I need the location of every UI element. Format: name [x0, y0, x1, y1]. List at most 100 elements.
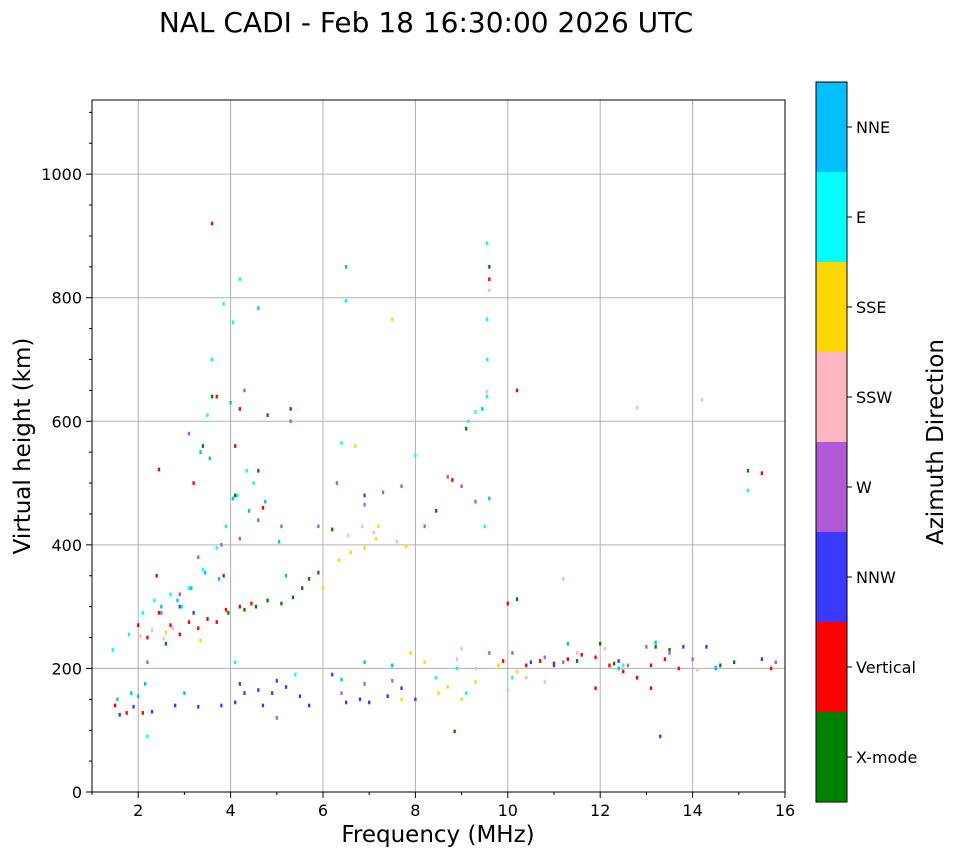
data-point	[562, 660, 565, 665]
data-point	[252, 481, 255, 485]
data-point	[250, 601, 253, 606]
data-point	[344, 264, 348, 269]
data-point	[453, 729, 456, 734]
data-point	[566, 641, 570, 646]
data-point	[231, 496, 235, 501]
series-vertical	[113, 221, 773, 715]
data-point	[238, 536, 241, 541]
data-point	[192, 481, 195, 485]
data-point	[199, 638, 202, 643]
data-point	[243, 388, 246, 393]
data-point	[488, 277, 491, 282]
data-point	[289, 407, 292, 411]
data-point	[497, 663, 500, 668]
data-point	[137, 623, 140, 628]
data-point	[277, 539, 281, 544]
data-point	[719, 663, 722, 668]
data-point	[257, 468, 260, 473]
data-point	[344, 700, 348, 705]
data-point	[146, 635, 149, 640]
data-point	[474, 666, 477, 671]
data-point	[192, 610, 195, 615]
data-point	[127, 632, 131, 637]
data-point	[636, 405, 639, 410]
data-point	[414, 697, 417, 702]
series-x-mode	[164, 264, 750, 734]
data-point	[236, 493, 239, 498]
data-point	[769, 666, 773, 671]
colorbar-frame	[815, 81, 848, 803]
data-point	[347, 533, 350, 538]
data-point	[349, 550, 352, 555]
data-point	[488, 288, 491, 293]
data-point	[231, 320, 235, 325]
data-point	[187, 620, 191, 624]
data-point	[400, 686, 403, 691]
x-axis-label: Frequency (MHz)	[341, 822, 534, 848]
data-point	[511, 651, 514, 655]
y-tick-label: 1000	[41, 165, 82, 184]
data-point	[204, 570, 207, 575]
data-point	[682, 644, 685, 649]
data-point	[506, 601, 509, 606]
data-point	[668, 651, 671, 655]
data-point	[455, 657, 459, 662]
data-point	[238, 277, 241, 282]
data-point	[405, 544, 408, 548]
colorbar-segment	[816, 532, 847, 622]
data-point	[654, 644, 657, 649]
data-point	[254, 604, 258, 609]
data-marks	[111, 221, 777, 739]
data-point	[649, 663, 653, 668]
data-point	[229, 400, 232, 405]
data-point	[358, 697, 362, 702]
data-point	[220, 543, 223, 547]
data-point	[575, 651, 579, 655]
data-point	[386, 694, 389, 699]
data-point	[157, 467, 161, 472]
data-point	[176, 598, 179, 603]
data-point	[222, 573, 225, 578]
data-point	[222, 302, 225, 306]
data-point	[317, 524, 320, 529]
colorbar-label: E	[856, 208, 866, 227]
plot-area: 2 4 6 8 10 12 14 16 0 200 400 600 800 1000	[41, 99, 795, 820]
data-point	[261, 703, 265, 708]
colorbar-segment	[816, 712, 847, 802]
data-point	[215, 546, 218, 550]
data-point	[340, 441, 343, 445]
data-point	[210, 394, 214, 399]
data-point	[187, 431, 191, 436]
data-point	[266, 598, 269, 603]
data-point	[331, 527, 334, 532]
data-point	[238, 407, 241, 411]
data-point	[160, 610, 163, 615]
data-point	[234, 700, 237, 705]
data-point	[284, 685, 288, 689]
data-point	[363, 502, 366, 507]
data-point	[488, 651, 491, 655]
series-ssw	[139, 288, 703, 692]
data-point	[451, 478, 454, 482]
data-point	[125, 711, 128, 715]
data-point	[307, 576, 311, 581]
data-point	[275, 716, 278, 720]
data-point	[446, 475, 449, 479]
data-point	[363, 493, 366, 498]
data-point	[363, 546, 366, 550]
data-point	[649, 686, 653, 691]
data-point	[321, 586, 325, 590]
plot-frame	[91, 99, 786, 793]
data-point	[374, 536, 378, 541]
data-point	[599, 641, 602, 646]
data-point	[301, 586, 304, 590]
x-tick-label: 2	[133, 801, 143, 820]
data-point	[414, 453, 417, 458]
colorbar-segments: X-mode Vertical NNW W SSW SSE E NNE	[815, 81, 917, 803]
colorbar-segment	[816, 172, 847, 262]
data-point	[174, 703, 177, 708]
data-point	[141, 711, 144, 715]
data-point	[483, 524, 486, 529]
data-point	[141, 610, 144, 615]
